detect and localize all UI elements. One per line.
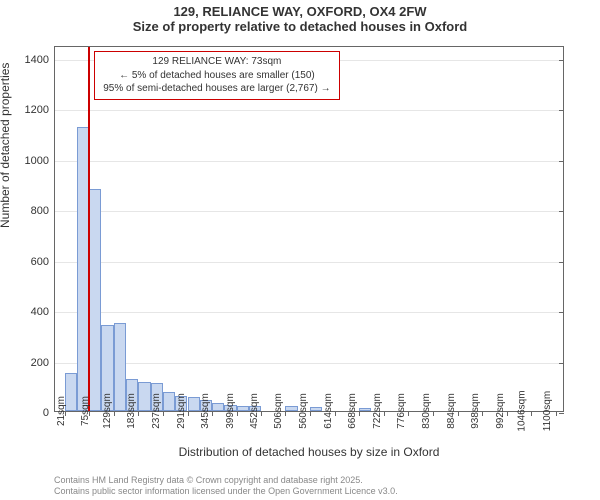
annotation-line-2: ← 5% of detached houses are smaller (150… (103, 69, 330, 83)
y-tick-mark (559, 161, 564, 162)
annotation-line-1: 129 RELIANCE WAY: 73sqm (103, 55, 330, 69)
x-tick-label: 992sqm (489, 393, 506, 429)
x-tick-label: 21sqm (50, 396, 67, 426)
x-tick-label: 938sqm (464, 393, 481, 429)
x-tick-label: 129sqm (96, 393, 113, 429)
x-tick-mark (285, 411, 286, 416)
y-tick-mark (559, 312, 564, 313)
x-tick-label: 237sqm (145, 393, 162, 429)
y-tick-label: 1400 (25, 54, 55, 66)
x-tick-mark (261, 411, 262, 416)
x-tick-mark (163, 411, 164, 416)
x-tick-label: 668sqm (341, 393, 358, 429)
x-tick-mark (507, 411, 508, 416)
x-tick-mark (359, 411, 360, 416)
x-tick-mark (335, 411, 336, 416)
y-tick-mark (559, 363, 564, 364)
subtitle: Size of property relative to detached ho… (0, 19, 600, 34)
histogram-bar (89, 189, 101, 411)
x-tick-mark (458, 411, 459, 416)
y-tick-mark (559, 60, 564, 61)
x-tick-label: 183sqm (121, 393, 138, 429)
y-tick-label: 1200 (25, 104, 55, 116)
x-tick-label: 776sqm (391, 393, 408, 429)
x-tick-label: 399sqm (219, 393, 236, 429)
footer-line-2: Contains public sector information licen… (54, 486, 398, 497)
x-tick-mark (482, 411, 483, 416)
x-tick-mark (384, 411, 385, 416)
x-tick-label: 614sqm (317, 393, 334, 429)
marker-line (88, 47, 90, 411)
annotation-box: 129 RELIANCE WAY: 73sqm ← 5% of detached… (94, 51, 339, 100)
x-tick-mark (408, 411, 409, 416)
plot-area: 020040060080010001200140021sqm75sqm129sq… (54, 46, 564, 412)
x-tick-label: 830sqm (415, 393, 432, 429)
y-gridline (55, 262, 563, 263)
x-tick-label: 291sqm (170, 393, 187, 429)
y-gridline (55, 211, 563, 212)
y-tick-mark (559, 211, 564, 212)
x-tick-mark (188, 411, 189, 416)
chart-container: 129, RELIANCE WAY, OXFORD, OX4 2FW Size … (0, 0, 600, 500)
footer-line-1: Contains HM Land Registry data © Crown c… (54, 475, 398, 486)
x-tick-label: 506sqm (268, 393, 285, 429)
footer-text: Contains HM Land Registry data © Crown c… (54, 475, 398, 498)
main-title: 129, RELIANCE WAY, OXFORD, OX4 2FW (0, 4, 600, 19)
annotation-line-3: 95% of semi-detached houses are larger (… (103, 82, 330, 96)
x-tick-label: 560sqm (292, 393, 309, 429)
x-tick-mark (310, 411, 311, 416)
y-tick-label: 600 (31, 256, 55, 268)
x-tick-mark (237, 411, 238, 416)
y-tick-label: 400 (31, 306, 55, 318)
x-tick-mark (556, 411, 557, 416)
x-tick-label: 75sqm (74, 396, 91, 426)
y-tick-mark (559, 413, 564, 414)
y-axis-label: Number of detached properties (0, 63, 12, 228)
y-tick-mark (559, 110, 564, 111)
x-axis-label: Distribution of detached houses by size … (54, 445, 564, 459)
y-tick-mark (559, 262, 564, 263)
x-tick-label: 1100sqm (536, 391, 553, 431)
x-tick-mark (138, 411, 139, 416)
x-tick-label: 884sqm (440, 393, 457, 429)
x-tick-label: 452sqm (243, 393, 260, 429)
x-tick-label: 345sqm (194, 393, 211, 429)
y-gridline (55, 110, 563, 111)
x-tick-mark (531, 411, 532, 416)
y-gridline (55, 161, 563, 162)
x-tick-label: 1046sqm (511, 390, 528, 431)
y-tick-label: 800 (31, 205, 55, 217)
x-tick-mark (433, 411, 434, 416)
title-area: 129, RELIANCE WAY, OXFORD, OX4 2FW Size … (0, 0, 600, 34)
x-tick-mark (212, 411, 213, 416)
x-tick-label: 722sqm (366, 393, 383, 429)
y-tick-label: 1000 (25, 155, 55, 167)
y-tick-label: 200 (31, 357, 55, 369)
x-tick-mark (114, 411, 115, 416)
y-gridline (55, 363, 563, 364)
y-gridline (55, 312, 563, 313)
